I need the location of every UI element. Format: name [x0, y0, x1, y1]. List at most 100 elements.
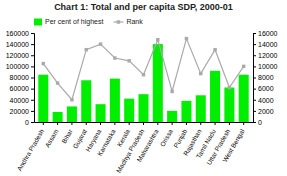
tick-mark	[253, 89, 256, 90]
tick-mark	[31, 66, 34, 67]
bar	[53, 112, 63, 122]
tick-label: 4000	[258, 96, 274, 103]
tick: 80000	[10, 74, 34, 81]
tick-mark	[215, 122, 216, 125]
marker	[113, 56, 116, 59]
tick-label: 6000	[258, 85, 274, 92]
marker	[85, 48, 88, 51]
tick-mark	[143, 122, 144, 125]
tick: 0	[253, 119, 262, 126]
tick-label: 140000	[6, 41, 29, 48]
line-series	[42, 37, 246, 102]
tick-mark	[31, 55, 34, 56]
tick-label: 8000	[258, 74, 274, 81]
bar	[239, 75, 249, 122]
tick-label: 10000	[258, 63, 278, 70]
tick-label: 60000	[10, 85, 30, 92]
axis: Andhra PradeshAssamBiharGujaratHaryanaKa…	[16, 122, 254, 174]
tick-mark	[31, 78, 34, 79]
tick: Karnataka	[96, 122, 117, 157]
tick-mark	[243, 122, 244, 125]
legend-label: Per cent of highest	[45, 18, 103, 26]
tick: 0	[25, 119, 34, 126]
tick: Assam	[43, 122, 59, 149]
tick: Kerala	[116, 122, 132, 148]
tick-mark	[31, 44, 34, 45]
tick: 2000	[253, 108, 274, 115]
tick: 20000	[10, 108, 34, 115]
tick-label: 0	[258, 119, 262, 126]
marker	[228, 86, 231, 89]
tick-mark	[31, 100, 34, 101]
tick: 8000	[253, 74, 274, 81]
tick-label: Andhra Pradesh	[16, 128, 46, 173]
bar	[224, 88, 234, 122]
line	[43, 39, 243, 100]
bar	[124, 99, 134, 122]
tick-label: 2000	[258, 108, 274, 115]
marker	[156, 38, 159, 41]
bar	[153, 44, 163, 122]
marker	[242, 65, 245, 68]
plot-area	[38, 37, 248, 122]
tick-mark	[200, 122, 201, 125]
legend-label: Rank	[126, 18, 143, 25]
tick: 4000	[253, 96, 274, 103]
legend-item: Rank	[113, 18, 143, 25]
tick-mark	[253, 55, 256, 56]
tick-mark	[114, 122, 115, 125]
tick-mark	[253, 111, 256, 112]
tick-mark	[31, 122, 34, 123]
tick-label: 14000	[258, 41, 278, 48]
bar	[38, 75, 48, 122]
legend-item: Per cent of highest	[34, 18, 103, 26]
tick-mark	[186, 122, 187, 125]
tick-mark	[172, 122, 173, 125]
tick-mark	[57, 122, 58, 125]
bar	[67, 106, 77, 122]
marker	[56, 81, 59, 84]
tick-mark	[31, 89, 34, 90]
legend-swatch	[34, 19, 42, 26]
marker	[213, 48, 216, 51]
tick-mark	[31, 33, 34, 34]
marker	[185, 37, 188, 40]
tick-mark	[86, 122, 87, 125]
tick-mark	[253, 33, 256, 34]
axis: 0 2000 4000 6000 8000 10000 12000 14000 16000	[253, 30, 278, 126]
tick-mark	[100, 122, 101, 125]
tick-mark	[71, 122, 72, 125]
axis-domain	[31, 34, 35, 123]
tick: 12000	[253, 52, 278, 59]
tick-mark	[253, 44, 256, 45]
tick-mark	[129, 122, 130, 125]
tick-label: 120000	[6, 52, 29, 59]
axis: 0200004000060000800001000001200001400001…	[6, 30, 35, 126]
marker	[99, 42, 102, 45]
marker	[170, 90, 173, 93]
tick: 14000	[253, 41, 278, 48]
tick-mark	[31, 111, 34, 112]
tick-mark	[253, 100, 256, 101]
tick-label: 160000	[6, 30, 29, 37]
tick-label: 20000	[10, 108, 30, 115]
tick: Maharashtra	[135, 122, 159, 163]
tick-label: 16000	[258, 30, 278, 37]
tick: Bihar	[60, 122, 74, 145]
tick: West Bengal	[221, 122, 247, 164]
tick-label: Karnataka	[96, 128, 117, 157]
tick: Orissa	[159, 122, 175, 148]
tick-mark	[229, 122, 230, 125]
tick-mark	[253, 66, 256, 67]
tick: Andhra Pradesh	[16, 122, 46, 172]
tick-label: Bihar	[60, 127, 74, 144]
tick-label: 12000	[258, 52, 278, 59]
tick-label: Maharashtra	[135, 128, 159, 163]
title: Chart 1: Total and per capita SDP, 2000-…	[54, 2, 233, 12]
bar	[96, 104, 106, 122]
marker	[42, 62, 45, 65]
tick: 40000	[10, 96, 34, 103]
tick: 6000	[253, 85, 274, 92]
legend: Per cent of highest Rank	[34, 18, 143, 26]
bar	[181, 101, 191, 122]
